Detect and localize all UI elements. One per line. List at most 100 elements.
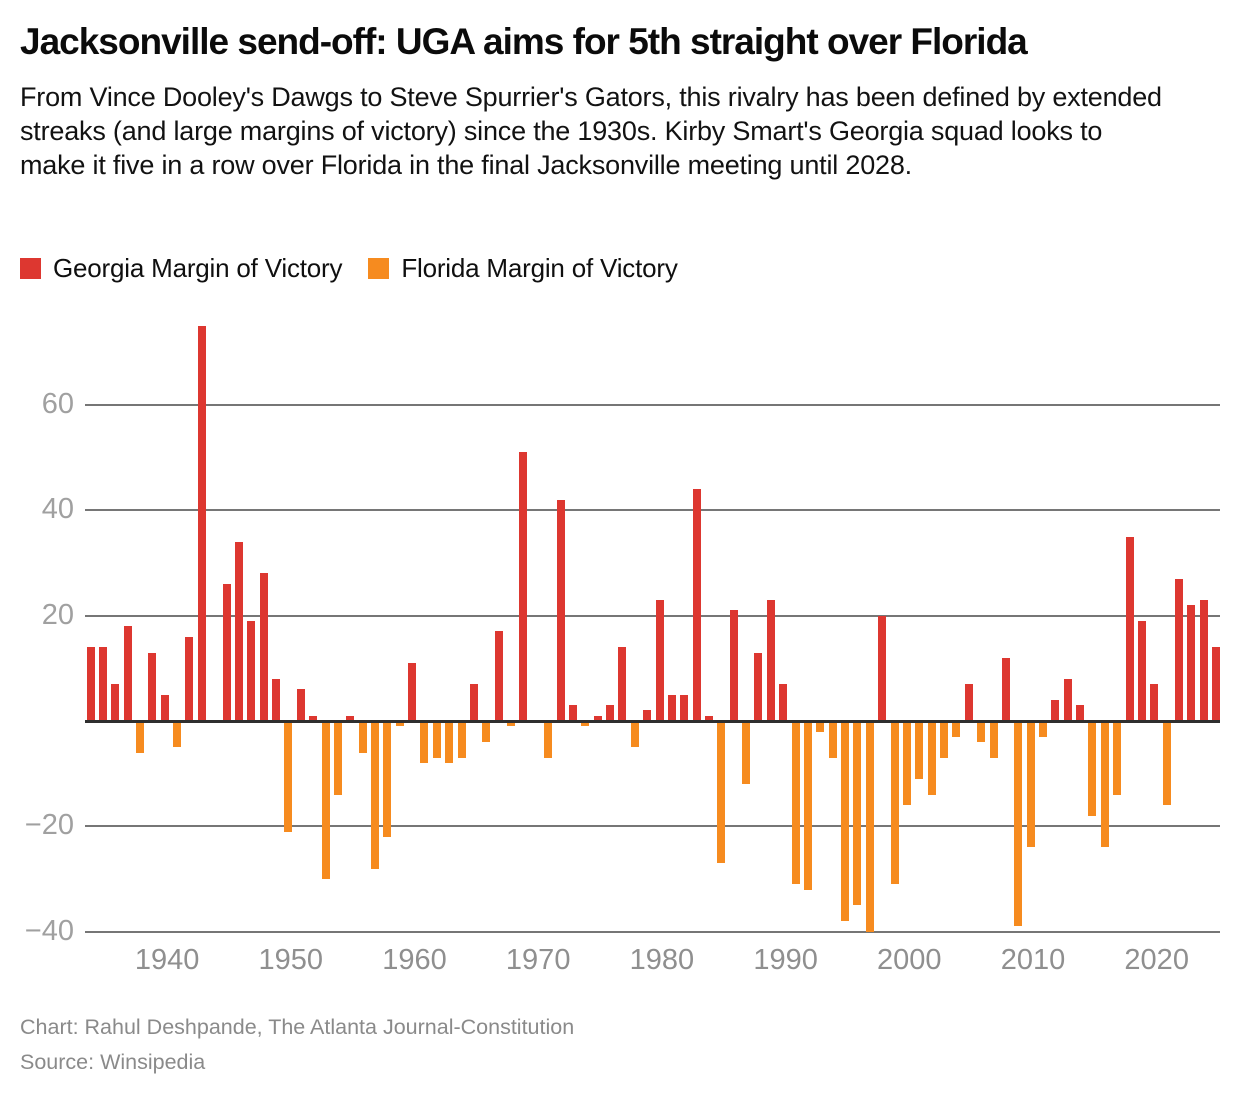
bar-1934-georgia-margin-14 [98,647,107,721]
x-tick-1950: 1950 [258,944,324,976]
legend-item-georgia: Georgia Margin of Victory [20,253,343,284]
bar-2024-georgia-margin-14 [1212,647,1221,721]
y-tick-60: 60 [41,387,74,420]
bar-2008-florida-margin-39 [1014,721,1023,927]
bar-1936-georgia-margin-18 [123,626,132,721]
bar-2016-florida-margin-14 [1113,721,1122,795]
bar-1997-georgia-margin-20 [878,615,887,721]
bar-1980-georgia-margin-5 [667,694,676,721]
x-tick-1940: 1940 [134,944,200,976]
bar-1991-florida-margin-32 [803,721,812,890]
chart-description: From Vince Dooley's Dawgs to Steve Spurr… [20,82,1162,180]
bar-2020-florida-margin-16 [1162,721,1171,806]
bar-1938-georgia-margin-13 [148,652,157,721]
bar-2011-georgia-margin-4 [1051,699,1060,721]
y-tick-20: 20 [41,598,74,631]
y-tick--40: −40 [24,914,74,947]
bar-2013-georgia-margin-3 [1076,705,1085,721]
bar-1998-florida-margin-31 [890,721,899,885]
y-tick-40: 40 [41,493,74,526]
bar-2006-florida-margin-7 [989,721,998,758]
bar-1987-georgia-margin-13 [754,652,763,721]
legend-item-florida: Florida Margin of Victory [368,253,678,284]
bar-1950-georgia-margin-6 [296,689,305,721]
bar-1995-florida-margin-35 [853,721,862,906]
bar-1986-florida-margin-12 [742,721,751,785]
florida-color-swatch [368,258,390,279]
bar-1960-florida-margin-8 [420,721,429,764]
bar-1955-florida-margin-6 [358,721,367,753]
x-tick-2000: 2000 [877,944,942,976]
gridline--40 [85,930,1220,933]
bar-2019-georgia-margin-7 [1150,684,1159,721]
bar-2014-florida-margin-18 [1088,721,1097,816]
bar-1970-florida-margin-7 [544,721,553,758]
bar-1996-florida-margin-40 [865,721,874,932]
bar-1965-florida-margin-4 [482,721,491,743]
bar-1976-georgia-margin-14 [618,647,627,721]
bar-1994-florida-margin-38 [841,721,850,922]
bar-1945-georgia-margin-34 [234,541,243,721]
bar-1939-georgia-margin-5 [160,694,169,721]
page-title: Jacksonville send-off: UGA aims for 5th … [20,21,1028,62]
bar-2017-georgia-margin-35 [1125,536,1134,721]
bar-1959-georgia-margin-11 [408,663,417,721]
bar-1973-florida-margin-1 [581,721,590,727]
bar-1999-florida-margin-16 [902,721,911,806]
bar-2010-florida-margin-3 [1038,721,1047,737]
bar-2021-georgia-margin-27 [1175,578,1184,721]
bar-2004-georgia-margin-7 [964,684,973,721]
bar-1961-florida-margin-7 [432,721,441,758]
bar-2022-georgia-margin-22 [1187,605,1196,721]
bar-2012-georgia-margin-8 [1063,678,1072,721]
bar-1954-georgia-margin-1 [346,715,355,721]
bar-1947-georgia-margin-28 [259,573,268,721]
gridline--20 [85,825,1220,828]
gridline-20 [85,614,1220,617]
bar-1946-georgia-margin-19 [247,620,256,721]
bar-1990-florida-margin-31 [791,721,800,885]
bar-2018-georgia-margin-19 [1137,620,1146,721]
bar-2001-florida-margin-14 [927,721,936,795]
bar-1984-florida-margin-27 [717,721,726,864]
bar-1940-florida-margin-5 [173,721,182,748]
bar-1944-georgia-margin-26 [222,584,231,721]
bar-1942-georgia-margin-75 [197,325,206,721]
bar-2023-georgia-margin-23 [1199,599,1208,721]
bar-2000-florida-margin-11 [915,721,924,779]
bar-2003-florida-margin-3 [952,721,961,737]
bar-2007-georgia-margin-12 [1001,657,1010,721]
x-tick-2010: 2010 [1000,944,1066,976]
bar-1963-florida-margin-7 [457,721,466,758]
bar-1974-georgia-margin-1 [593,715,602,721]
zero-baseline [85,719,1220,723]
bar-2009-florida-margin-24 [1026,721,1035,848]
bar-2015-florida-margin-24 [1100,721,1109,848]
bar-1935-georgia-margin-7 [111,684,120,721]
bar-1975-georgia-margin-3 [606,705,615,721]
bar-1958-florida-margin-1 [395,721,404,727]
bar-1985-georgia-margin-21 [729,610,738,721]
legend: Georgia Margin of Victory Florida Margin… [20,253,678,284]
legend-label-georgia: Georgia Margin of Victory [53,253,343,283]
bar-1972-georgia-margin-3 [568,705,577,721]
bar-1979-georgia-margin-23 [655,599,664,721]
bar-1952-florida-margin-30 [321,721,330,880]
bar-1941-georgia-margin-16 [185,636,194,721]
x-tick-1960: 1960 [382,944,447,976]
bar-1968-georgia-margin-51 [519,452,528,721]
bar-1967-florida-margin-1 [507,721,516,727]
bar-1957-florida-margin-22 [383,721,392,837]
bar-2005-florida-margin-4 [977,721,986,743]
bar-1949-florida-margin-21 [284,721,293,832]
chart-credit: Chart: Rahul Deshpande, The Atlanta Jour… [20,1015,575,1039]
georgia-color-swatch [20,258,41,279]
bar-1951-georgia-margin-1 [309,715,318,721]
bar-1948-georgia-margin-8 [272,678,281,721]
gridline-60 [85,403,1220,406]
bar-2002-florida-margin-7 [940,721,949,758]
bar-1971-georgia-margin-42 [556,499,565,721]
bar-1977-florida-margin-5 [630,721,639,748]
